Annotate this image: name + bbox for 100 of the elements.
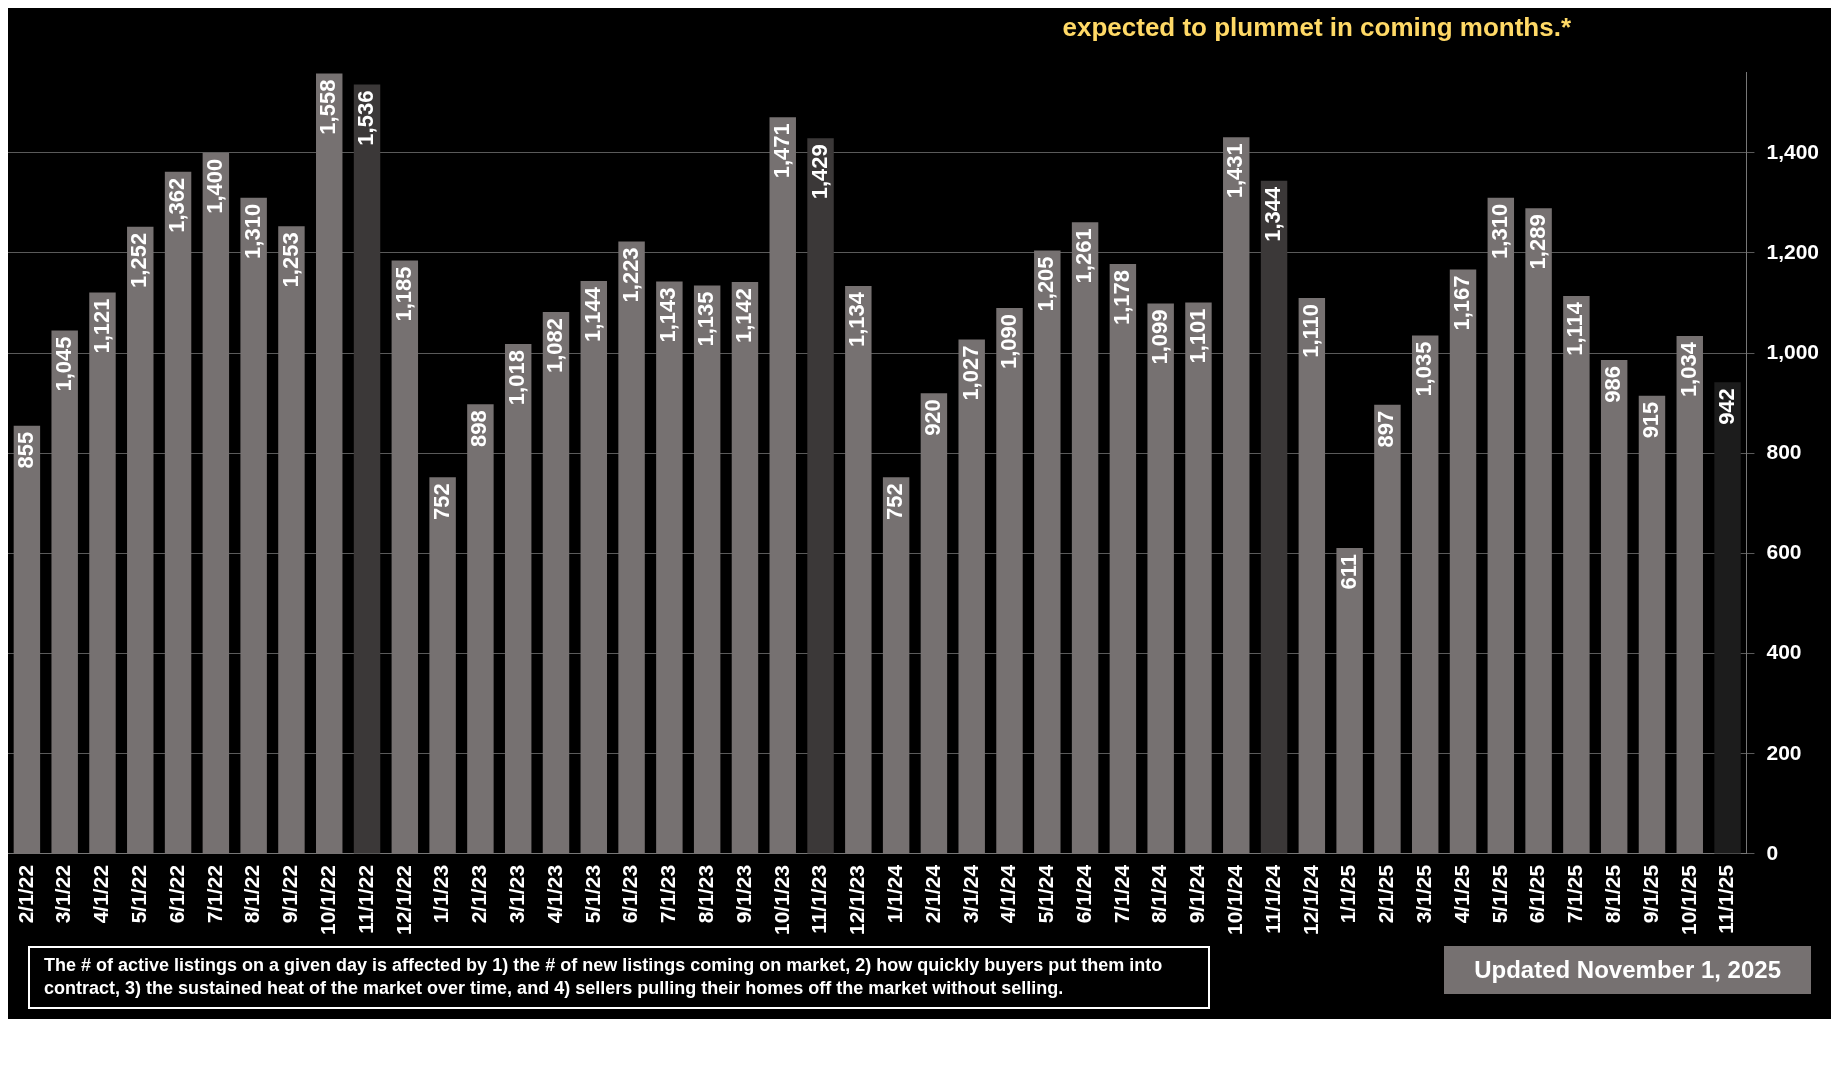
x-tick-label: 5/1/22 xyxy=(127,864,151,924)
x-tick-label: 3/1/23 xyxy=(504,864,528,924)
data-label: 1,045 xyxy=(50,336,76,392)
data-label: 1,134 xyxy=(844,291,870,348)
data-label: 1,400 xyxy=(201,158,227,214)
x-tick-label: 8/1/22 xyxy=(240,864,264,924)
data-label: 1,310 xyxy=(1486,203,1512,259)
x-tick-label: 3/1/24 xyxy=(958,864,982,924)
x-tick-label: 11/1/22 xyxy=(353,864,377,934)
data-label: 1,082 xyxy=(542,318,568,374)
y-tick-label: 1,400 xyxy=(1766,139,1820,163)
text: Updated November 1, 2025 xyxy=(1444,946,1811,994)
data-label: 1,034 xyxy=(1675,341,1701,398)
data-label: 1,167 xyxy=(1449,275,1475,331)
data-label: 1,018 xyxy=(504,350,530,406)
data-label: 611 xyxy=(1335,553,1361,590)
bar xyxy=(1260,180,1288,854)
bar xyxy=(353,84,381,854)
x-tick-label: 9/1/25 xyxy=(1638,864,1662,924)
x-tick-label: 11/1/24 xyxy=(1260,864,1284,934)
x-tick-label: 3/1/25 xyxy=(1412,864,1436,924)
data-label: 1,253 xyxy=(277,232,303,288)
data-label: 1,035 xyxy=(1411,341,1437,397)
x-tick-label: 9/1/22 xyxy=(278,864,302,924)
data-label: 1,223 xyxy=(617,247,643,303)
x-tick-label: 1/1/25 xyxy=(1336,864,1360,924)
data-label: 986 xyxy=(1600,366,1626,403)
data-label: 1,185 xyxy=(390,266,416,322)
bar xyxy=(807,138,834,854)
x-tick-label: 12/1/24 xyxy=(1298,864,1322,936)
x-tick-label: 4/1/23 xyxy=(542,864,566,924)
x-tick-label: 6/1/25 xyxy=(1525,864,1549,924)
x-tick-label: 6/1/23 xyxy=(618,864,642,924)
data-label: 1,310 xyxy=(239,203,265,259)
data-label: 752 xyxy=(428,483,454,521)
x-tick-label: 1/1/24 xyxy=(882,864,906,924)
x-tick-label: 4/1/25 xyxy=(1449,864,1473,924)
data-label: 1,144 xyxy=(579,286,605,343)
x-tick-label: 7/1/25 xyxy=(1563,864,1587,924)
data-label: 942 xyxy=(1713,388,1739,425)
data-label: 1,261 xyxy=(1071,228,1097,284)
x-tick-label: 5/1/24 xyxy=(1034,864,1058,924)
x-tick-label: 9/1/23 xyxy=(731,864,755,924)
data-label: 1,536 xyxy=(353,90,379,146)
x-tick-label: 8/1/23 xyxy=(693,864,717,924)
data-label: 1,252 xyxy=(126,232,152,288)
x-tick-label: 4/1/24 xyxy=(996,864,1020,924)
x-tick-label: 9/1/24 xyxy=(1185,864,1209,924)
data-label: 1,558 xyxy=(315,79,341,135)
bar xyxy=(1714,382,1741,854)
y-tick-label: 1,000 xyxy=(1766,339,1820,363)
data-label: 855 xyxy=(12,431,38,469)
x-tick-label: 10/1/25 xyxy=(1676,864,1700,936)
data-label: 1,110 xyxy=(1297,303,1323,358)
x-tick-label: 5/1/23 xyxy=(580,864,604,924)
data-label: 752 xyxy=(882,483,908,521)
x-tick-label: 1/1/23 xyxy=(429,864,453,924)
x-tick-label: 2/1/24 xyxy=(920,864,944,924)
x-tick-label: 7/1/22 xyxy=(202,864,226,924)
data-label: 1,101 xyxy=(1184,308,1210,364)
data-label: 1,178 xyxy=(1108,269,1134,325)
data-label: 1,121 xyxy=(88,298,114,354)
x-tick-label: 7/1/23 xyxy=(656,864,680,924)
x-tick-label: 6/1/24 xyxy=(1071,864,1095,924)
x-tick-label: 2/1/25 xyxy=(1374,864,1398,924)
data-label: 1,205 xyxy=(1033,256,1059,312)
x-tick-label: 12/1/22 xyxy=(391,864,415,936)
y-tick-label: 1,200 xyxy=(1766,239,1820,263)
data-label: 1,143 xyxy=(655,287,681,343)
x-tick-label: 11/1/25 xyxy=(1714,864,1738,934)
x-tick-label: 11/1/23 xyxy=(807,864,831,934)
x-tick-label: 10/1/22 xyxy=(316,864,340,936)
text: expected to plummet in coming months.* xyxy=(1061,11,1572,44)
y-tick-label: 400 xyxy=(1766,640,1802,664)
data-label: 1,099 xyxy=(1146,309,1172,365)
data-label: 1,114 xyxy=(1562,301,1588,356)
x-tick-label: 5/1/25 xyxy=(1487,864,1511,924)
data-label: 898 xyxy=(466,410,492,447)
y-tick-label: 600 xyxy=(1766,540,1802,564)
y-tick-label: 0 xyxy=(1766,840,1779,864)
data-label: 1,135 xyxy=(693,291,719,347)
data-label: 915 xyxy=(1638,401,1664,439)
data-label: 1,289 xyxy=(1524,214,1550,270)
y-tick-label: 800 xyxy=(1766,440,1802,464)
x-tick-label: 12/1/23 xyxy=(845,864,869,936)
data-label: 920 xyxy=(919,399,945,436)
data-label: 1,027 xyxy=(957,345,983,401)
data-label: 1,090 xyxy=(995,314,1021,370)
x-tick-label: 10/1/23 xyxy=(769,864,793,936)
y-tick-label: 200 xyxy=(1766,740,1802,764)
x-tick-label: 2/1/22 xyxy=(13,864,37,924)
data-label: 1,362 xyxy=(164,177,190,233)
x-tick-label: 3/1/22 xyxy=(51,864,75,924)
x-tick-label: 8/1/25 xyxy=(1600,864,1624,924)
x-tick-label: 8/1/24 xyxy=(1147,864,1171,924)
data-label: 897 xyxy=(1373,410,1399,448)
text: The # of active listings on a given day is affected by 1) the # of new listings coming on market, 2) how quickly buyers put them into contract, 3) the sustained heat of the market over time, and 4) sellers pulling their homes off the market without selling. xyxy=(28,946,1210,1009)
data-label: 1,431 xyxy=(1222,143,1248,199)
data-label: 1,429 xyxy=(806,144,832,200)
x-tick-label: 2/1/23 xyxy=(467,864,491,924)
